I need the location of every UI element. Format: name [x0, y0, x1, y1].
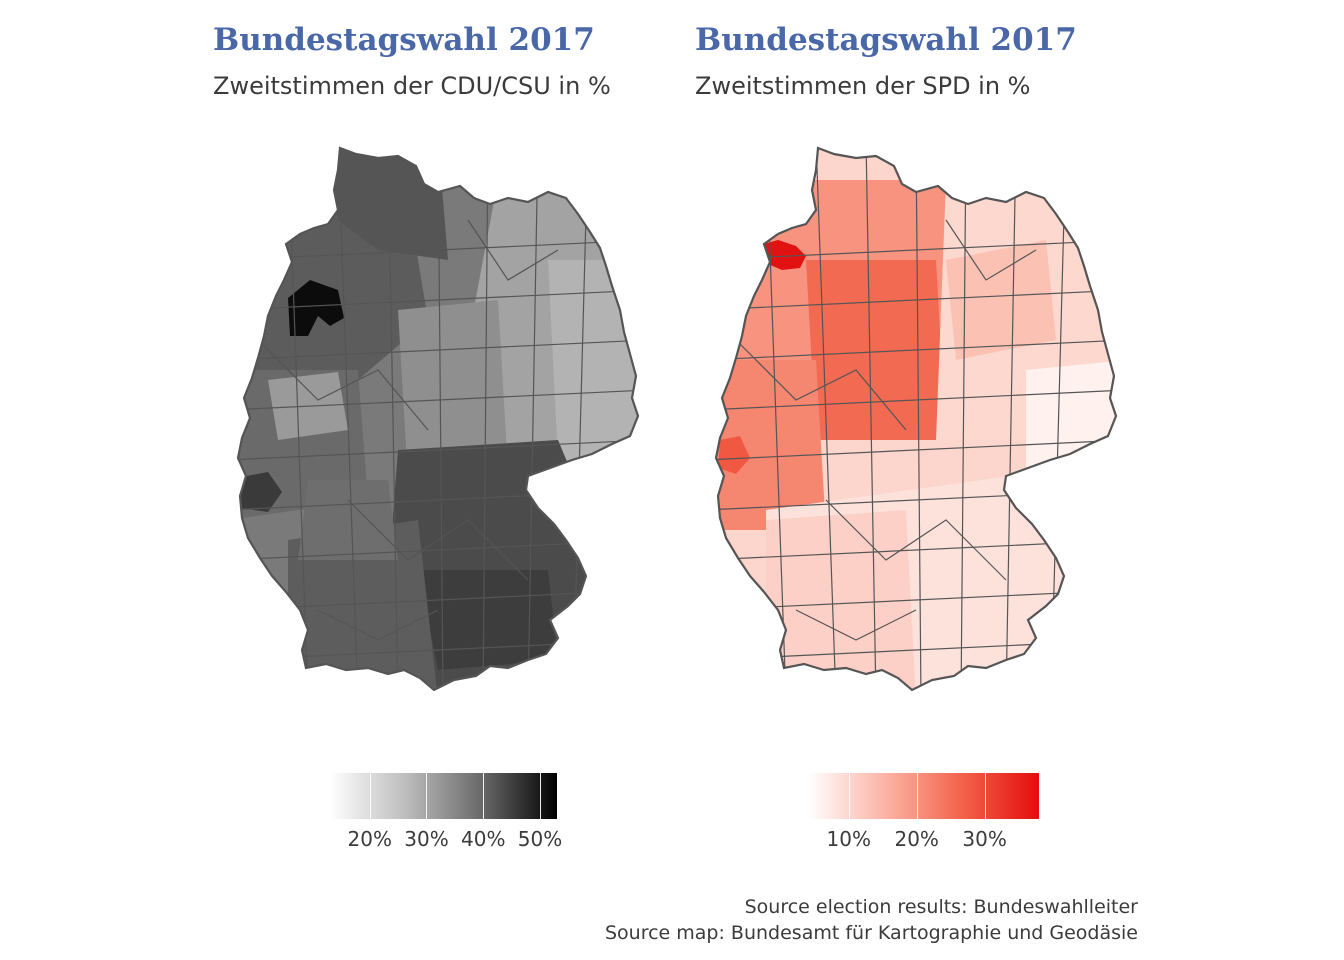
legend-tick-label: 20% [894, 827, 939, 851]
spd-map-subtitle: Zweitstimmen der SPD in % [695, 72, 1031, 100]
cdu-color-legend [330, 773, 557, 819]
legend-tick [916, 773, 918, 819]
source-map: Source map: Bundesamt für Kartographie u… [604, 922, 1138, 944]
cdu-map-title: Bundestagswahl 2017 [213, 22, 595, 58]
spd-map-title: Bundestagswahl 2017 [695, 22, 1077, 58]
spd-germany-map [714, 146, 1118, 692]
legend-tick [984, 773, 986, 819]
legend-tick [539, 773, 541, 819]
legend-tick [848, 773, 850, 819]
legend-tick-label: 40% [460, 827, 506, 851]
legend-tick [426, 773, 428, 819]
cdu-csu-germany-map [236, 146, 640, 692]
spd-color-legend [808, 773, 1039, 819]
legend-tick [369, 773, 371, 819]
legend-tick-label: 10% [826, 827, 871, 851]
legend-tick-label: 20% [347, 827, 392, 851]
legend-tick-label: 50% [517, 827, 563, 851]
legend-tick-label: 30% [404, 827, 449, 851]
cdu-map-subtitle: Zweitstimmen der CDU/CSU in % [213, 72, 611, 100]
source-election-results: Source election results: Bundeswahlleite… [744, 896, 1138, 918]
legend-tick-label: 30% [962, 827, 1007, 851]
legend-tick [483, 773, 485, 819]
